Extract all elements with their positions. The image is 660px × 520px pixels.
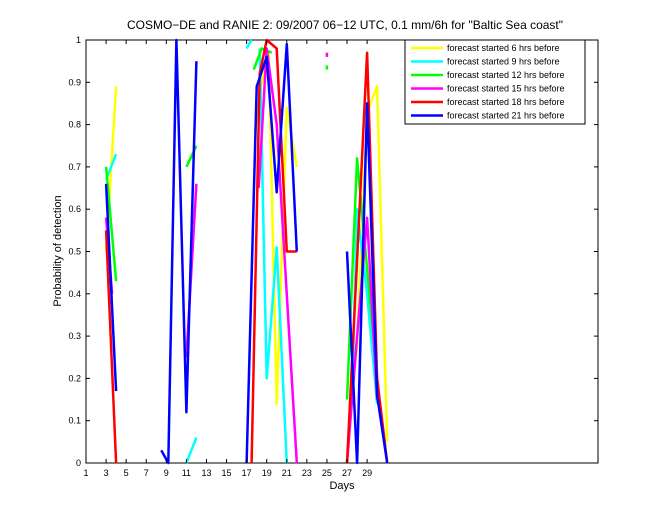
- x-tick-label: 9: [164, 468, 169, 478]
- y-tick-label: 0.2: [68, 373, 81, 383]
- y-tick-label: 1: [76, 35, 81, 45]
- x-tick-label: 11: [182, 468, 191, 478]
- legend-box: [404, 39, 586, 125]
- legend-entry: forecast started 12 hrs before: [447, 70, 565, 80]
- series-5: [104, 38, 389, 465]
- series-line: [245, 39, 253, 50]
- x-tick-label: 13: [201, 468, 211, 478]
- legend-entry: forecast started 18 hrs before: [447, 97, 565, 107]
- y-axis-label: Probability of detection: [52, 195, 64, 306]
- x-tick-label: 15: [222, 468, 232, 478]
- series-line: [257, 47, 299, 464]
- x-tick-label: 7: [144, 468, 149, 478]
- series-line: [185, 437, 198, 464]
- x-tick-label: 27: [342, 468, 352, 478]
- x-tick-label: 1: [83, 468, 88, 478]
- series-4: [104, 38, 389, 464]
- x-tick-label: 23: [302, 468, 312, 478]
- y-tick-label: 0.6: [68, 204, 81, 214]
- y-tick-label: 0.8: [68, 120, 81, 130]
- x-tick-label: 17: [242, 468, 252, 478]
- y-tick-label: 0.9: [68, 77, 81, 87]
- series-line: [160, 38, 198, 465]
- series-line: [252, 47, 273, 71]
- legend-entry: forecast started 6 hrs before: [447, 43, 560, 53]
- y-tick-label: 0.1: [68, 416, 81, 426]
- x-tick-label: 19: [262, 468, 272, 478]
- legend-entry: forecast started 9 hrs before: [447, 57, 560, 67]
- x-tick-label: 3: [104, 468, 109, 478]
- x-tick-label: 21: [282, 468, 292, 478]
- x-axis-label: Days: [329, 480, 355, 492]
- legend: forecast started 6 hrs before forecast st…: [404, 39, 586, 125]
- series-line: [258, 48, 289, 464]
- y-tick-label: 0.7: [68, 162, 81, 172]
- legend-entry: forecast started 21 hrs before: [447, 111, 565, 121]
- series-layer: [104, 38, 389, 465]
- legend-entry: forecast started 15 hrs before: [447, 84, 565, 94]
- series-line: [104, 166, 118, 282]
- series-line: [250, 38, 297, 464]
- series-line: [345, 51, 389, 464]
- series-line: [104, 183, 118, 392]
- x-tick-label: 5: [124, 468, 129, 478]
- x-tick-label: 25: [322, 468, 332, 478]
- series-line: [104, 230, 118, 464]
- chart-title: COSMO−DE and RANIE 2: 09/2007 06−12 UTC,…: [127, 18, 563, 32]
- series-line: [345, 102, 389, 465]
- y-tick-label: 0.4: [68, 289, 81, 299]
- x-tick-label: 29: [362, 468, 372, 478]
- y-tick-label: 0.5: [68, 247, 81, 257]
- y-tick-label: 0: [76, 458, 81, 468]
- y-tick-label: 0.3: [68, 331, 81, 341]
- tick-layer: 1 3 5 7 9 11 13 15 17 19 21 23 25 27 2900.10.20.30.40.…: [68, 35, 598, 478]
- series-line: [245, 42, 299, 464]
